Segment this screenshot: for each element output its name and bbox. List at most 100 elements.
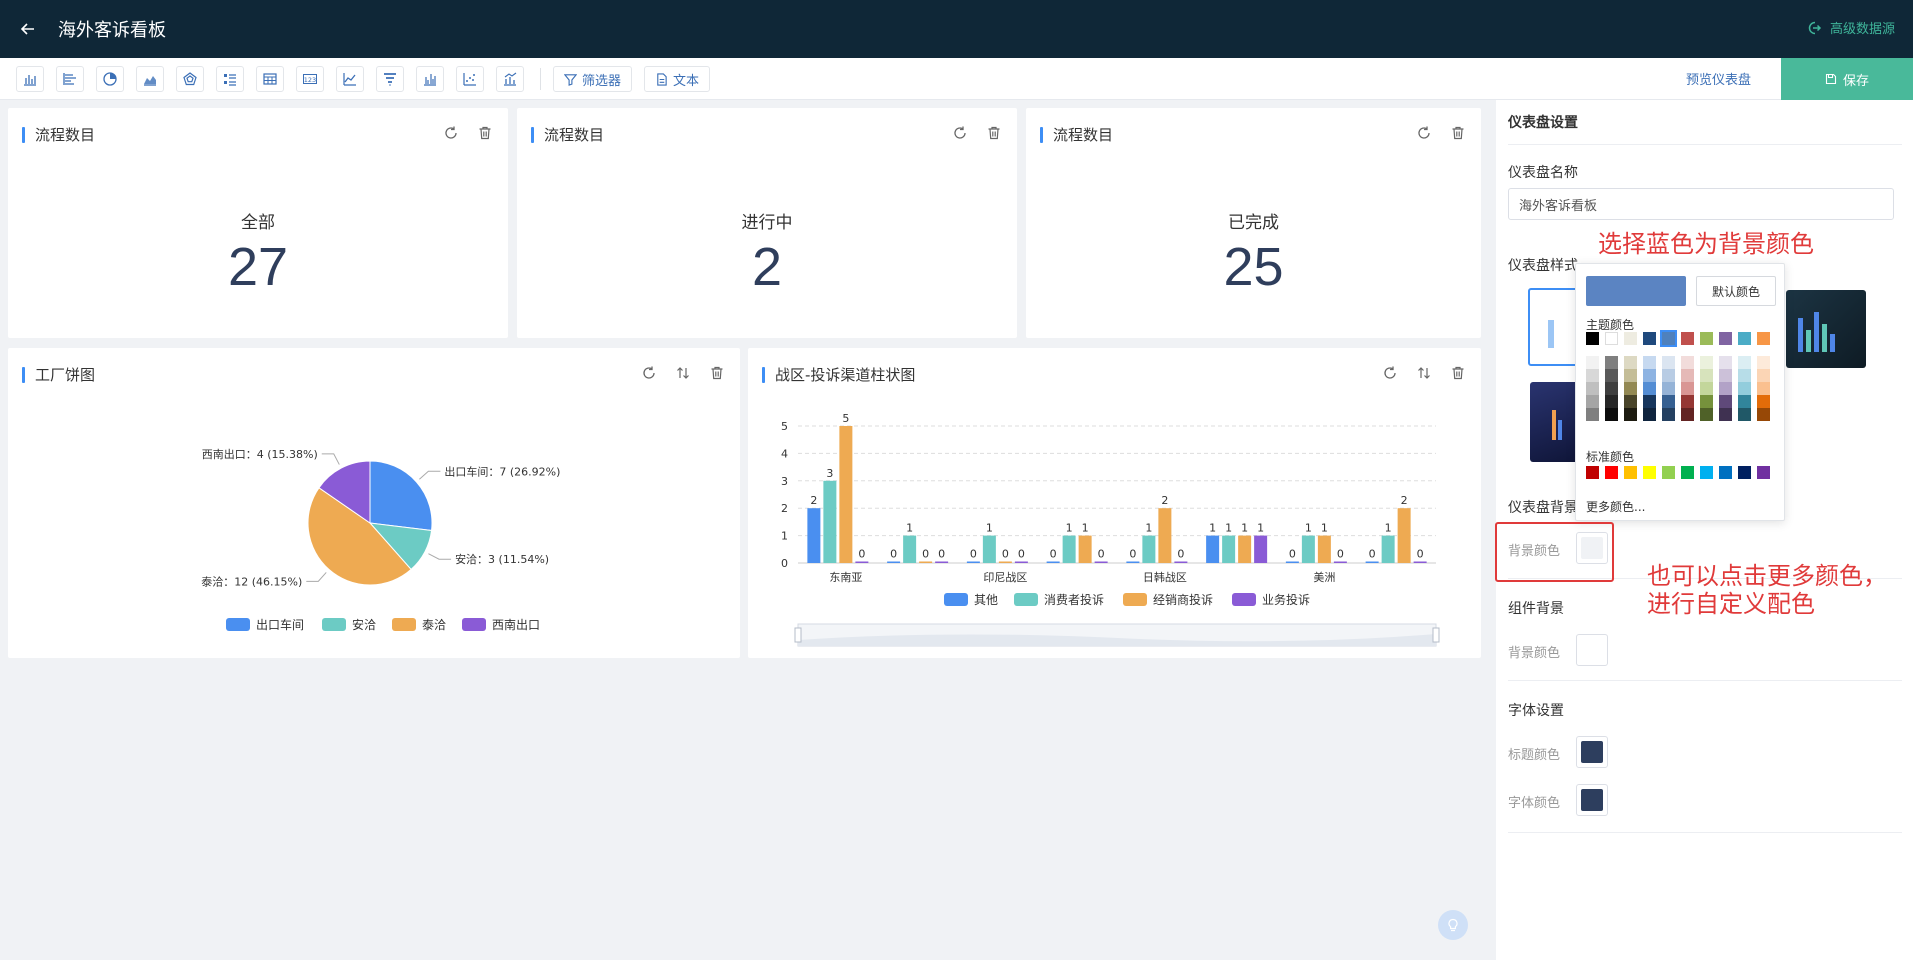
theme-dark-option[interactable] [1786,290,1866,368]
pie-chart-tool[interactable] [96,66,124,92]
trash-icon[interactable] [1449,364,1467,382]
theme-color-swatch[interactable] [1586,332,1599,345]
bar-0-1[interactable] [823,480,837,563]
bar-2-3[interactable] [1014,561,1028,564]
shade-color-swatch[interactable] [1586,369,1599,382]
shade-color-swatch[interactable] [1586,356,1599,369]
legend-label-1[interactable]: 安洽 [352,617,376,632]
shade-color-swatch[interactable] [1700,356,1713,369]
standard-color-swatch[interactable] [1586,466,1599,479]
sort-icon[interactable] [1415,364,1433,382]
shade-color-swatch[interactable] [1605,382,1618,395]
pie-slice-3[interactable] [318,460,371,524]
shade-color-swatch[interactable] [1757,382,1770,395]
theme-color-swatch[interactable] [1757,332,1770,345]
standard-color-swatch[interactable] [1757,466,1770,479]
shade-color-swatch[interactable] [1719,369,1732,382]
dashboard-name-input[interactable] [1508,188,1894,220]
shade-color-swatch[interactable] [1586,395,1599,408]
trash-icon[interactable] [1449,124,1467,142]
legend-swatch-1[interactable] [322,618,346,631]
bar-1-0[interactable] [887,561,901,564]
standard-color-swatch[interactable] [1624,466,1637,479]
bar-5-1[interactable] [1222,535,1236,563]
save-button[interactable]: 保存 [1781,58,1913,100]
pie-slice-0[interactable] [369,460,433,532]
shade-color-swatch[interactable] [1719,395,1732,408]
shade-color-swatch[interactable] [1738,395,1751,408]
bar-4-1[interactable] [1142,535,1156,563]
bar-7-2[interactable] [1397,508,1411,563]
refresh-icon[interactable] [442,124,460,142]
shade-color-swatch[interactable] [1662,382,1675,395]
legend-label-0[interactable]: 其他 [974,593,998,607]
bar-3-3[interactable] [1094,561,1108,564]
bar-3-1[interactable] [1062,535,1076,563]
bar-5-2[interactable] [1238,535,1252,563]
shade-color-swatch[interactable] [1624,395,1637,408]
legend-label-3[interactable]: 业务投诉 [1262,592,1310,607]
standard-color-swatch[interactable] [1738,466,1751,479]
shade-color-swatch[interactable] [1757,356,1770,369]
shade-color-swatch[interactable] [1662,408,1675,421]
bar-7-1[interactable] [1381,535,1395,563]
bar-7-0[interactable] [1365,561,1379,564]
shade-color-swatch[interactable] [1662,395,1675,408]
legend-label-1[interactable]: 消费者投诉 [1044,592,1104,607]
shade-color-swatch[interactable] [1624,382,1637,395]
shade-color-swatch[interactable] [1624,408,1637,421]
shade-color-swatch[interactable] [1662,356,1675,369]
legend-swatch-2[interactable] [392,618,416,631]
theme-color-swatch[interactable] [1624,332,1637,345]
shade-color-swatch[interactable] [1681,408,1694,421]
standard-color-swatch[interactable] [1662,466,1675,479]
trash-icon[interactable] [476,124,494,142]
data-zoom-handle-left[interactable] [794,627,802,643]
refresh-icon[interactable] [951,124,969,142]
shade-color-swatch[interactable] [1643,369,1656,382]
bar-1-3[interactable] [935,561,949,564]
bar-7-3[interactable] [1413,561,1427,564]
shade-color-swatch[interactable] [1605,356,1618,369]
shade-color-swatch[interactable] [1719,408,1732,421]
shade-color-swatch[interactable] [1738,382,1751,395]
bar-0-3[interactable] [855,561,869,564]
bar-6-2[interactable] [1317,535,1331,563]
funnel-tool[interactable] [376,66,404,92]
back-arrow-icon[interactable] [16,17,40,41]
bar-4-3[interactable] [1174,561,1188,564]
bar-4-0[interactable] [1126,561,1140,564]
standard-color-swatch[interactable] [1643,466,1656,479]
bar-0-2[interactable] [839,426,853,563]
radar-chart-tool[interactable] [176,66,204,92]
refresh-icon[interactable] [1415,124,1433,142]
component-bg-color-picker[interactable] [1576,634,1608,666]
area-chart-tool[interactable] [136,66,164,92]
legend-swatch-2[interactable] [1123,593,1147,606]
default-color-button[interactable]: 默认颜色 [1696,276,1776,306]
standard-color-swatch[interactable] [1719,466,1732,479]
theme-color-swatch[interactable] [1660,330,1677,347]
bar-6-1[interactable] [1301,535,1315,563]
bar-6-3[interactable] [1333,561,1347,564]
theme-color-swatch[interactable] [1681,332,1694,345]
theme-color-swatch[interactable] [1605,332,1618,345]
shade-color-swatch[interactable] [1681,382,1694,395]
shade-color-swatch[interactable] [1624,356,1637,369]
shade-color-swatch[interactable] [1605,369,1618,382]
shade-color-swatch[interactable] [1643,382,1656,395]
bar-2-2[interactable] [998,561,1012,564]
shade-color-swatch[interactable] [1738,356,1751,369]
title-color-picker[interactable] [1576,736,1608,768]
pie-slice-2[interactable] [307,487,412,586]
shade-color-swatch[interactable] [1681,395,1694,408]
advanced-source-link[interactable]: 高级数据源 [1806,18,1895,37]
shade-color-swatch[interactable] [1738,408,1751,421]
refresh-icon[interactable] [1381,364,1399,382]
legend-label-0[interactable]: 出口车间 [256,617,304,632]
theme-color-swatch[interactable] [1719,332,1732,345]
font-color-picker[interactable] [1576,784,1608,816]
line-chart-tool[interactable] [336,66,364,92]
bar-0-0[interactable] [807,508,821,563]
preview-dashboard-link[interactable]: 预览仪表盘 [1685,73,1751,88]
